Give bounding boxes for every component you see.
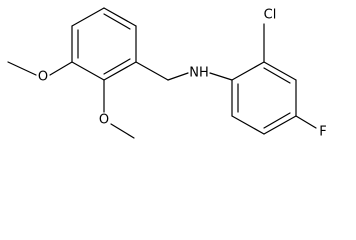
double-bond (263, 112, 291, 129)
atom-label: Cl (264, 8, 277, 23)
bonds (7, 7, 317, 139)
bond (71, 61, 105, 81)
bond (103, 61, 137, 81)
bond (295, 115, 317, 129)
atom-label: NH (189, 66, 209, 81)
bond (103, 7, 137, 27)
bond (7, 61, 37, 76)
bond (135, 61, 169, 81)
bond (263, 61, 297, 81)
atom-label: O (38, 70, 48, 85)
bond (231, 61, 265, 81)
bond (110, 123, 135, 139)
bond (263, 115, 297, 135)
double-bond (103, 13, 131, 30)
bond (231, 115, 265, 135)
page: NH Cl F O O (() => { const data = JSON.p… (7, 7, 327, 140)
atom-label: F (319, 125, 326, 140)
bond (167, 72, 189, 81)
atom-label: O (99, 113, 109, 128)
bond (209, 72, 233, 81)
double-bond (263, 67, 291, 84)
structure-diagram: NH Cl F O O (7, 7, 327, 140)
bond (49, 61, 73, 76)
double-bond (103, 58, 131, 75)
bond (71, 7, 105, 27)
